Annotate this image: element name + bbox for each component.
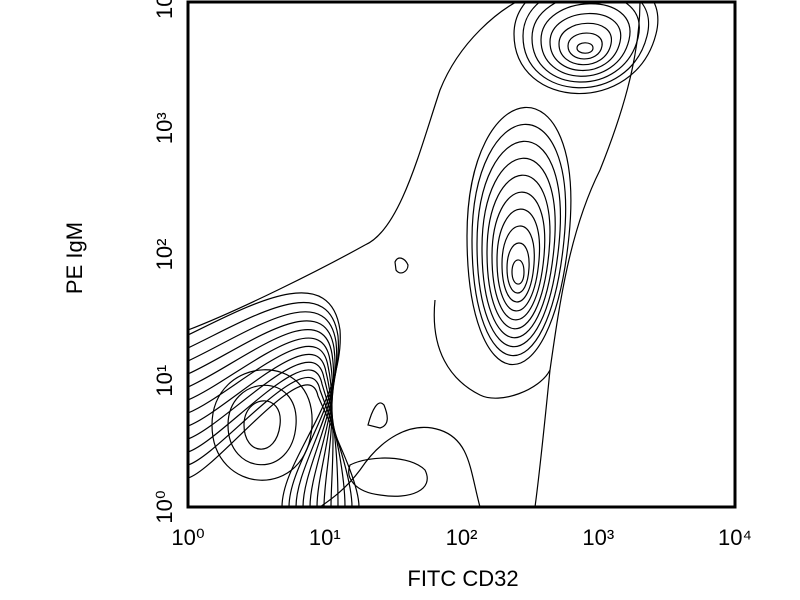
- contour-line: [549, 13, 622, 72]
- contour-line: [471, 123, 567, 357]
- contour-line: [319, 426, 481, 507]
- contour-line: [506, 242, 530, 294]
- contour-line: [501, 225, 535, 303]
- contour-line: [188, 345, 333, 507]
- y-tick-label: 10³: [152, 112, 177, 144]
- y-tick-label: 10¹: [152, 365, 177, 397]
- contour-line: [433, 299, 551, 399]
- contour-line: [540, 3, 631, 77]
- x-tick-label: 10³: [582, 525, 614, 550]
- contour-line: [188, 376, 353, 507]
- contour-line: [188, 311, 338, 507]
- contour-line: [511, 259, 525, 285]
- contour-plot: [188, 2, 659, 507]
- x-tick-label: 10⁴: [718, 525, 752, 550]
- contour-line: [576, 42, 594, 54]
- plot-frame: [186, 0, 737, 509]
- contour-line: [188, 329, 335, 507]
- x-tick-label: 10¹: [309, 525, 341, 550]
- contour-line: [567, 32, 603, 60]
- contour-line: [243, 400, 281, 450]
- y-axis-title: PE IgM: [62, 222, 87, 294]
- contour-line: [486, 174, 551, 330]
- contour-line: [481, 157, 556, 339]
- x-tick-label: 10²: [446, 525, 478, 550]
- contour-line: [394, 257, 409, 274]
- contour-line: [522, 2, 650, 89]
- contour-line: [491, 191, 546, 321]
- contour-line: [188, 2, 518, 331]
- y-tick-label: 10⁰: [152, 490, 177, 523]
- contour-line: [466, 106, 572, 366]
- x-axis-title: FITC CD32: [407, 566, 518, 591]
- contour-line: [513, 2, 659, 95]
- contour-line: [188, 369, 346, 507]
- contour-line: [188, 320, 336, 507]
- contour-line: [227, 384, 297, 466]
- contour-line: [188, 337, 334, 507]
- contour-line: [188, 384, 360, 507]
- y-tick-label: 10⁴: [152, 0, 177, 19]
- contour-line: [476, 140, 561, 348]
- contour-line: [188, 292, 341, 507]
- contour-line: [211, 369, 313, 481]
- x-tick-label: 10⁰: [171, 525, 204, 550]
- contour-line: [496, 208, 541, 312]
- contour-line: [188, 301, 339, 507]
- contour-line: [348, 457, 428, 497]
- y-tick-label: 10²: [152, 239, 177, 271]
- contour-line: [531, 2, 640, 83]
- contour-line: [367, 402, 388, 429]
- contour-line: [534, 2, 641, 507]
- contour-line: [188, 361, 339, 507]
- contour-line: [558, 22, 612, 66]
- contour-line: [188, 353, 334, 507]
